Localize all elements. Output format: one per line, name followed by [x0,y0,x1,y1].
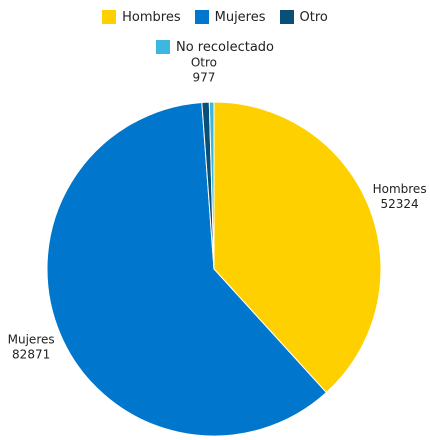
pie-slice-mujeres[interactable] [46,101,328,437]
pie-slice-no-recolectado[interactable] [208,101,215,270]
legend-swatch-hombres [102,10,117,24]
legend-item-mujeres[interactable]: Mujeres [194,9,266,25]
data-label-name-hombres: Hombres [373,182,427,196]
legend-row-2: No recolectado [0,36,430,58]
legend-row-1: Hombres Mujeres Otro [0,6,430,28]
legend-label-no-recolectado: No recolectado [176,39,274,55]
data-label-hombres: Hombres 52324 [373,182,427,211]
legend-label-otro: Otro [299,9,328,25]
data-label-otro: Otro 977 [191,55,217,84]
data-label-name-otro: Otro [191,55,217,69]
legend-label-hombres: Hombres [122,9,181,25]
data-label-mujeres: Mujeres 82871 [8,333,55,362]
data-label-value-otro: 977 [192,70,215,84]
legend-swatch-mujeres [194,10,209,24]
data-label-value-hombres: 52324 [381,197,419,211]
chart-legend: Hombres Mujeres Otro No recolectado [0,6,430,66]
legend-label-mujeres: Mujeres [214,9,266,25]
legend-item-no-recolectado[interactable]: No recolectado [156,40,274,55]
legend-swatch-no-recolectado [156,40,170,54]
data-label-value-mujeres: 82871 [12,348,50,362]
legend-item-hombres[interactable]: Hombres [102,9,181,25]
legend-swatch-otro [279,10,294,24]
data-label-name-mujeres: Mujeres [8,333,55,347]
legend-item-otro[interactable]: Otro [279,9,328,25]
pie-slice-hombres[interactable] [213,101,382,394]
